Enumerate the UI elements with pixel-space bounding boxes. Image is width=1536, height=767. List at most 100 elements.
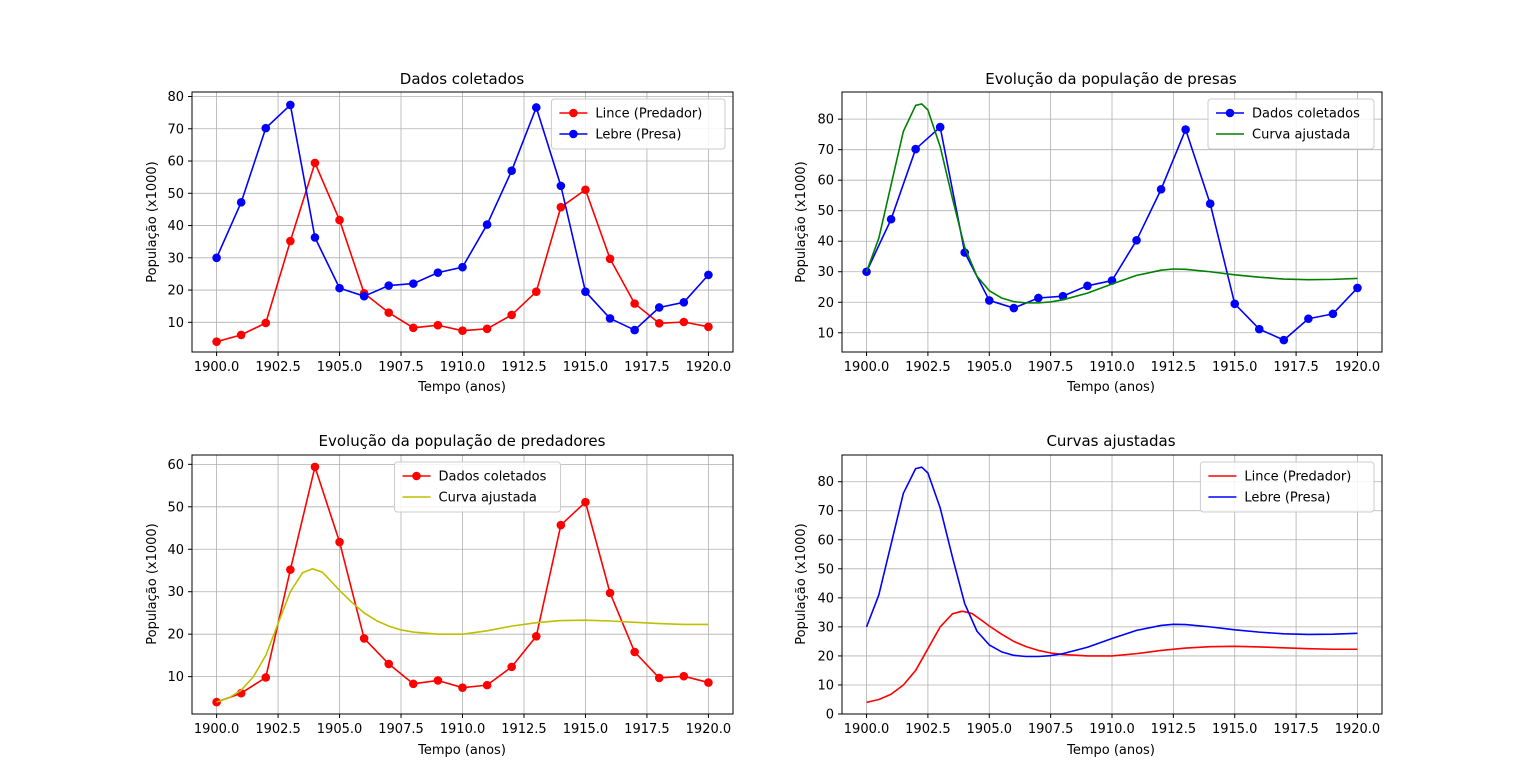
legend-label: Lince (Predador) (1244, 470, 1351, 485)
data-point (482, 680, 492, 690)
data-point (1279, 335, 1289, 345)
x-axis-label: Tempo (anos) (1066, 380, 1155, 395)
legend-marker (569, 108, 578, 118)
y-tick-label: 30 (817, 265, 834, 280)
legend-label: Lebre (Presa) (1244, 491, 1330, 506)
series-1 (212, 100, 713, 335)
data-point (1353, 283, 1362, 293)
legend: Lince (Predador) Lebre (Presa) (550, 98, 726, 150)
x-tick-label: 1917.5 (624, 360, 670, 375)
data-point (1205, 199, 1215, 208)
chart-panel-curvas-ajustadas: Curvas ajustadas Tempo (anos) População … (794, 432, 1383, 758)
data-point (409, 279, 418, 288)
data-point (236, 198, 246, 207)
data-point (605, 314, 615, 323)
data-point (384, 281, 394, 290)
data-point (409, 323, 418, 333)
y-tick-label: 20 (817, 649, 834, 664)
chart-title: Dados coletados (400, 70, 525, 88)
data-point (212, 253, 221, 263)
x-tick-label: 1917.5 (624, 722, 670, 737)
x-tick-label: 1907.5 (378, 360, 424, 375)
y-tick-label: 10 (817, 678, 834, 693)
y-tick-label: 50 (817, 204, 834, 219)
data-point (630, 647, 639, 657)
y-tick-label: 70 (817, 143, 834, 158)
data-point (556, 181, 566, 191)
series-1 (865, 466, 1358, 658)
chart-panel-predadores: Evolução da população de predadores Temp… (145, 432, 734, 758)
x-tick-label: 1905.0 (317, 722, 363, 737)
data-point (310, 158, 320, 168)
x-tick-label: 1900.0 (844, 722, 890, 737)
chart-title: Evolução da população de presas (985, 70, 1237, 88)
y-tick-label: 30 (167, 251, 184, 266)
legend: Dados coletados Curva ajustada (1207, 98, 1375, 150)
legend-box (1199, 461, 1375, 513)
y-tick-label: 30 (167, 585, 184, 600)
y-tick-label: 50 (817, 562, 834, 577)
x-tick-label: 1905.0 (967, 722, 1013, 737)
y-tick-label: 10 (167, 670, 184, 685)
data-point (1181, 125, 1190, 134)
legend-item: Lince (Predador) (559, 107, 702, 122)
data-point (531, 632, 541, 641)
x-tick-label: 1910.0 (1089, 722, 1135, 737)
y-tick-label: 0 (826, 708, 834, 723)
x-axis-label: Tempo (anos) (417, 743, 506, 758)
y-tick-label: 20 (817, 296, 834, 311)
data-point (409, 679, 418, 689)
x-axis-label: Tempo (anos) (1066, 743, 1155, 758)
data-point (1230, 299, 1240, 309)
data-point (704, 270, 713, 280)
x-tick-label: 1900.0 (844, 360, 890, 375)
legend-label: Lebre (Presa) (595, 128, 681, 143)
legend-label: Curva ajustada (1252, 128, 1350, 143)
legend-marker (569, 129, 578, 139)
y-tick-label: 30 (817, 620, 834, 635)
data-point (310, 462, 320, 472)
plot-area: 1900.0 1902.5 1905.0 1907.5 1910.0 1912.5 1915… (817, 454, 1383, 737)
x-tick-label: 1915.0 (1212, 360, 1258, 375)
y-tick-label: 70 (817, 504, 834, 519)
x-tick-label: 1902.5 (255, 722, 301, 737)
data-point (1083, 281, 1092, 291)
x-tick-label: 1917.5 (1273, 360, 1319, 375)
y-axis-label: População (x1000) (145, 161, 160, 283)
x-tick-label: 1920.0 (686, 722, 732, 737)
x-tick-label: 1920.0 (1335, 722, 1381, 737)
data-point (654, 303, 664, 312)
data-point (212, 337, 221, 346)
plot-area: 1900.0 1902.5 1905.0 1907.5 1910.0 1912.5 1915… (167, 90, 734, 375)
x-tick-label: 1900.0 (194, 360, 240, 375)
series-1 (865, 103, 1358, 304)
data-point (704, 678, 713, 687)
ticks: 1900.0 1902.5 1905.0 1907.5 1910.0 1912.5 1915… (167, 458, 731, 737)
ticks: 1900.0 1902.5 1905.0 1907.5 1910.0 1912.5 1915… (817, 113, 1380, 375)
data-point (482, 324, 492, 334)
legend-item: Curva ajustada (1216, 128, 1350, 143)
series-0 (862, 122, 1362, 345)
data-point (507, 166, 516, 176)
data-point (1254, 324, 1264, 334)
legend-label: Curva ajustada (439, 491, 537, 506)
grid (192, 92, 733, 352)
x-tick-label: 1920.0 (686, 360, 732, 375)
data-point (261, 123, 271, 133)
series-line (866, 610, 1358, 704)
series-1 (216, 567, 709, 703)
legend-label: Dados coletados (439, 470, 547, 485)
x-tick-label: 1907.5 (1028, 360, 1074, 375)
data-point (359, 291, 369, 301)
x-tick-label: 1900.0 (194, 722, 240, 737)
data-point (384, 308, 394, 317)
y-tick-label: 40 (817, 235, 834, 250)
series-line (865, 466, 1358, 658)
x-tick-label: 1910.0 (440, 722, 486, 737)
x-tick-label: 1912.5 (501, 722, 547, 737)
legend-item: Lebre (Presa) (559, 128, 681, 143)
data-point (507, 310, 516, 320)
x-tick-label: 1907.5 (378, 722, 424, 737)
data-point (581, 497, 590, 507)
